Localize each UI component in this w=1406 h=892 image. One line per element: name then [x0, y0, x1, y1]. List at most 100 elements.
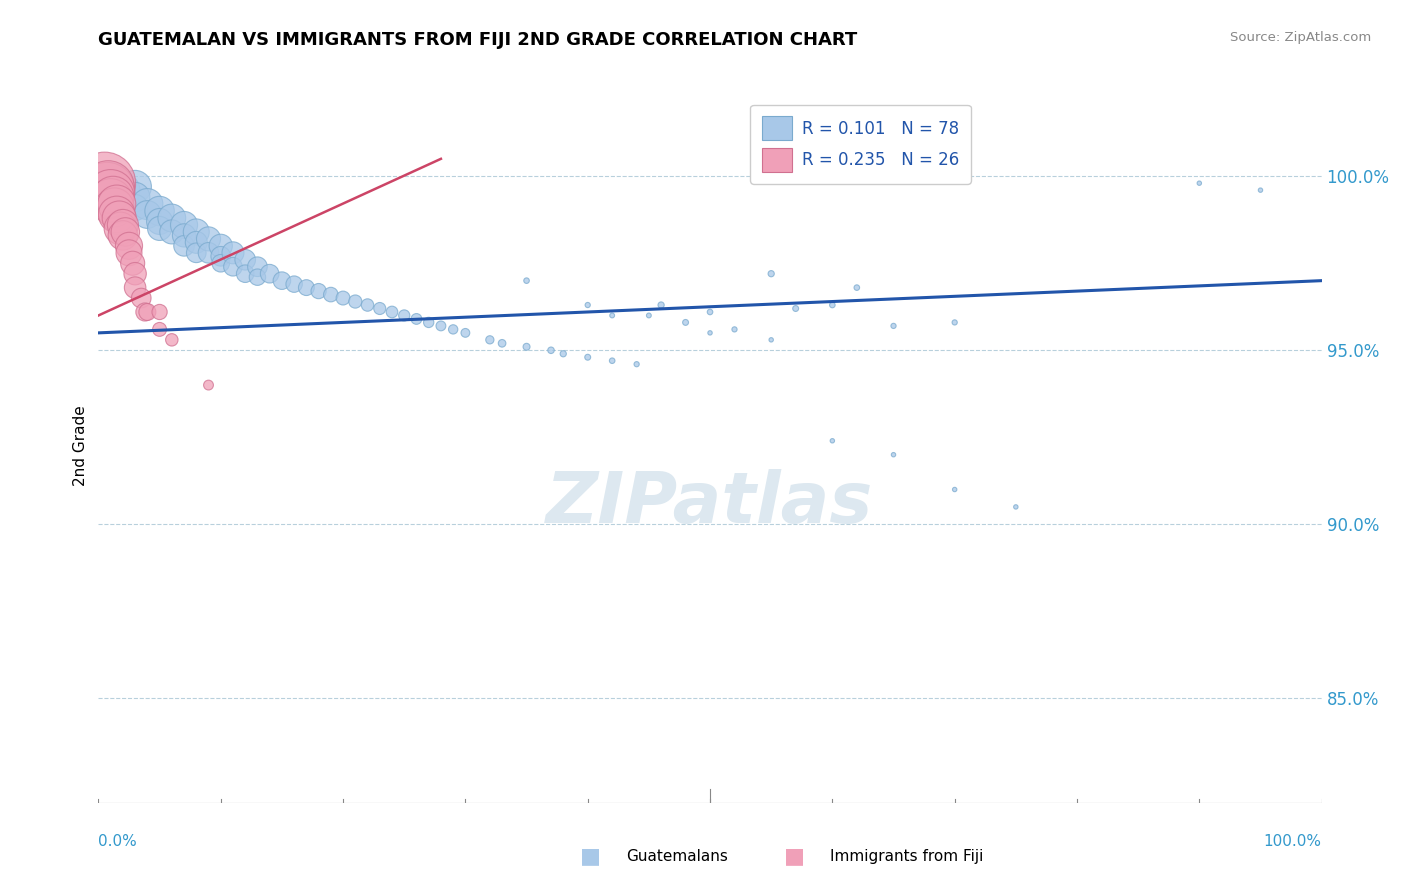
Point — [96, 183, 118, 197]
Point — [108, 211, 131, 225]
Point — [883, 318, 905, 333]
Point — [111, 218, 134, 232]
Point — [197, 245, 219, 260]
Point — [149, 305, 172, 319]
Y-axis label: 2nd Grade: 2nd Grade — [73, 406, 89, 486]
Point — [121, 256, 143, 270]
Point — [136, 207, 159, 221]
Point — [111, 228, 134, 243]
Point — [134, 305, 156, 319]
Point — [761, 267, 783, 281]
Point — [246, 260, 269, 274]
Point — [454, 326, 477, 340]
Text: ■: ■ — [785, 847, 804, 866]
Point — [101, 190, 124, 204]
Point — [295, 280, 318, 294]
Text: Immigrants from Fiji: Immigrants from Fiji — [830, 849, 983, 863]
Point — [368, 301, 391, 316]
Point — [491, 336, 513, 351]
Point — [883, 448, 905, 462]
Point — [209, 249, 232, 263]
Point — [283, 277, 305, 292]
Point — [149, 221, 172, 235]
Point — [111, 183, 134, 197]
Point — [344, 294, 367, 309]
Point — [821, 298, 844, 312]
Point — [209, 239, 232, 253]
Point — [118, 245, 141, 260]
Point — [105, 207, 128, 221]
Point — [576, 298, 599, 312]
Point — [160, 225, 183, 239]
Point — [319, 287, 342, 301]
Point — [638, 309, 661, 323]
Point — [381, 305, 404, 319]
Point — [114, 225, 136, 239]
Point — [675, 315, 697, 329]
Point — [129, 291, 152, 305]
Point — [308, 284, 330, 298]
Point — [1188, 176, 1211, 190]
Point — [149, 214, 172, 228]
Point — [197, 378, 219, 392]
Point — [392, 309, 416, 323]
Point — [173, 218, 195, 232]
Point — [149, 322, 172, 336]
Point — [160, 333, 183, 347]
Point — [233, 267, 256, 281]
Point — [97, 179, 120, 194]
Point — [699, 305, 721, 319]
Point — [650, 298, 672, 312]
Point — [186, 245, 208, 260]
Point — [332, 291, 354, 305]
Point — [186, 225, 208, 239]
Point — [124, 201, 146, 215]
Point — [124, 280, 146, 294]
Point — [173, 239, 195, 253]
Point — [93, 176, 115, 190]
Point — [356, 298, 378, 312]
Point — [600, 309, 623, 323]
Point — [105, 197, 128, 211]
Point — [186, 235, 208, 250]
Text: GUATEMALAN VS IMMIGRANTS FROM FIJI 2ND GRADE CORRELATION CHART: GUATEMALAN VS IMMIGRANTS FROM FIJI 2ND G… — [98, 31, 858, 49]
Point — [173, 228, 195, 243]
Point — [233, 252, 256, 267]
Text: ZIPatlas: ZIPatlas — [547, 468, 873, 538]
Point — [845, 280, 868, 294]
Point — [136, 197, 159, 211]
Point — [626, 357, 648, 371]
Point — [124, 190, 146, 204]
Point — [943, 483, 966, 497]
Point — [515, 274, 537, 288]
Point — [723, 322, 745, 336]
Point — [405, 312, 427, 326]
Text: Source: ZipAtlas.com: Source: ZipAtlas.com — [1230, 31, 1371, 45]
Point — [699, 326, 721, 340]
Point — [785, 301, 807, 316]
Point — [430, 318, 453, 333]
Point — [124, 179, 146, 194]
Point — [515, 340, 537, 354]
Point — [270, 274, 294, 288]
Point — [600, 353, 623, 368]
Point — [259, 267, 281, 281]
Text: 0.0%: 0.0% — [98, 834, 138, 849]
Point — [136, 305, 159, 319]
Legend: R = 0.101   N = 78, R = 0.235   N = 26: R = 0.101 N = 78, R = 0.235 N = 26 — [751, 104, 970, 184]
Point — [478, 333, 501, 347]
Point — [110, 221, 132, 235]
Text: Guatemalans: Guatemalans — [626, 849, 727, 863]
Point — [441, 322, 464, 336]
Point — [540, 343, 562, 358]
Point — [118, 239, 141, 253]
Point — [1249, 183, 1271, 197]
Text: ■: ■ — [581, 847, 600, 866]
Point — [209, 256, 232, 270]
Point — [553, 347, 575, 361]
Point — [100, 186, 122, 201]
Point — [100, 194, 122, 208]
Point — [111, 194, 134, 208]
Point — [197, 232, 219, 246]
Point — [222, 245, 245, 260]
